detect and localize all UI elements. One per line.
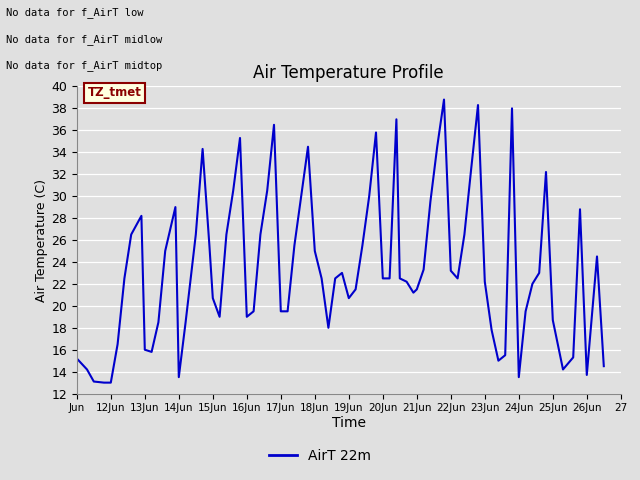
Text: No data for f_AirT low: No data for f_AirT low <box>6 7 144 18</box>
Text: TZ_tmet: TZ_tmet <box>88 86 141 99</box>
Title: Air Temperature Profile: Air Temperature Profile <box>253 64 444 82</box>
Text: No data for f_AirT midlow: No data for f_AirT midlow <box>6 34 163 45</box>
Text: No data for f_AirT midtop: No data for f_AirT midtop <box>6 60 163 71</box>
Legend: AirT 22m: AirT 22m <box>264 443 376 468</box>
Y-axis label: Air Temperature (C): Air Temperature (C) <box>35 179 49 301</box>
X-axis label: Time: Time <box>332 416 366 430</box>
